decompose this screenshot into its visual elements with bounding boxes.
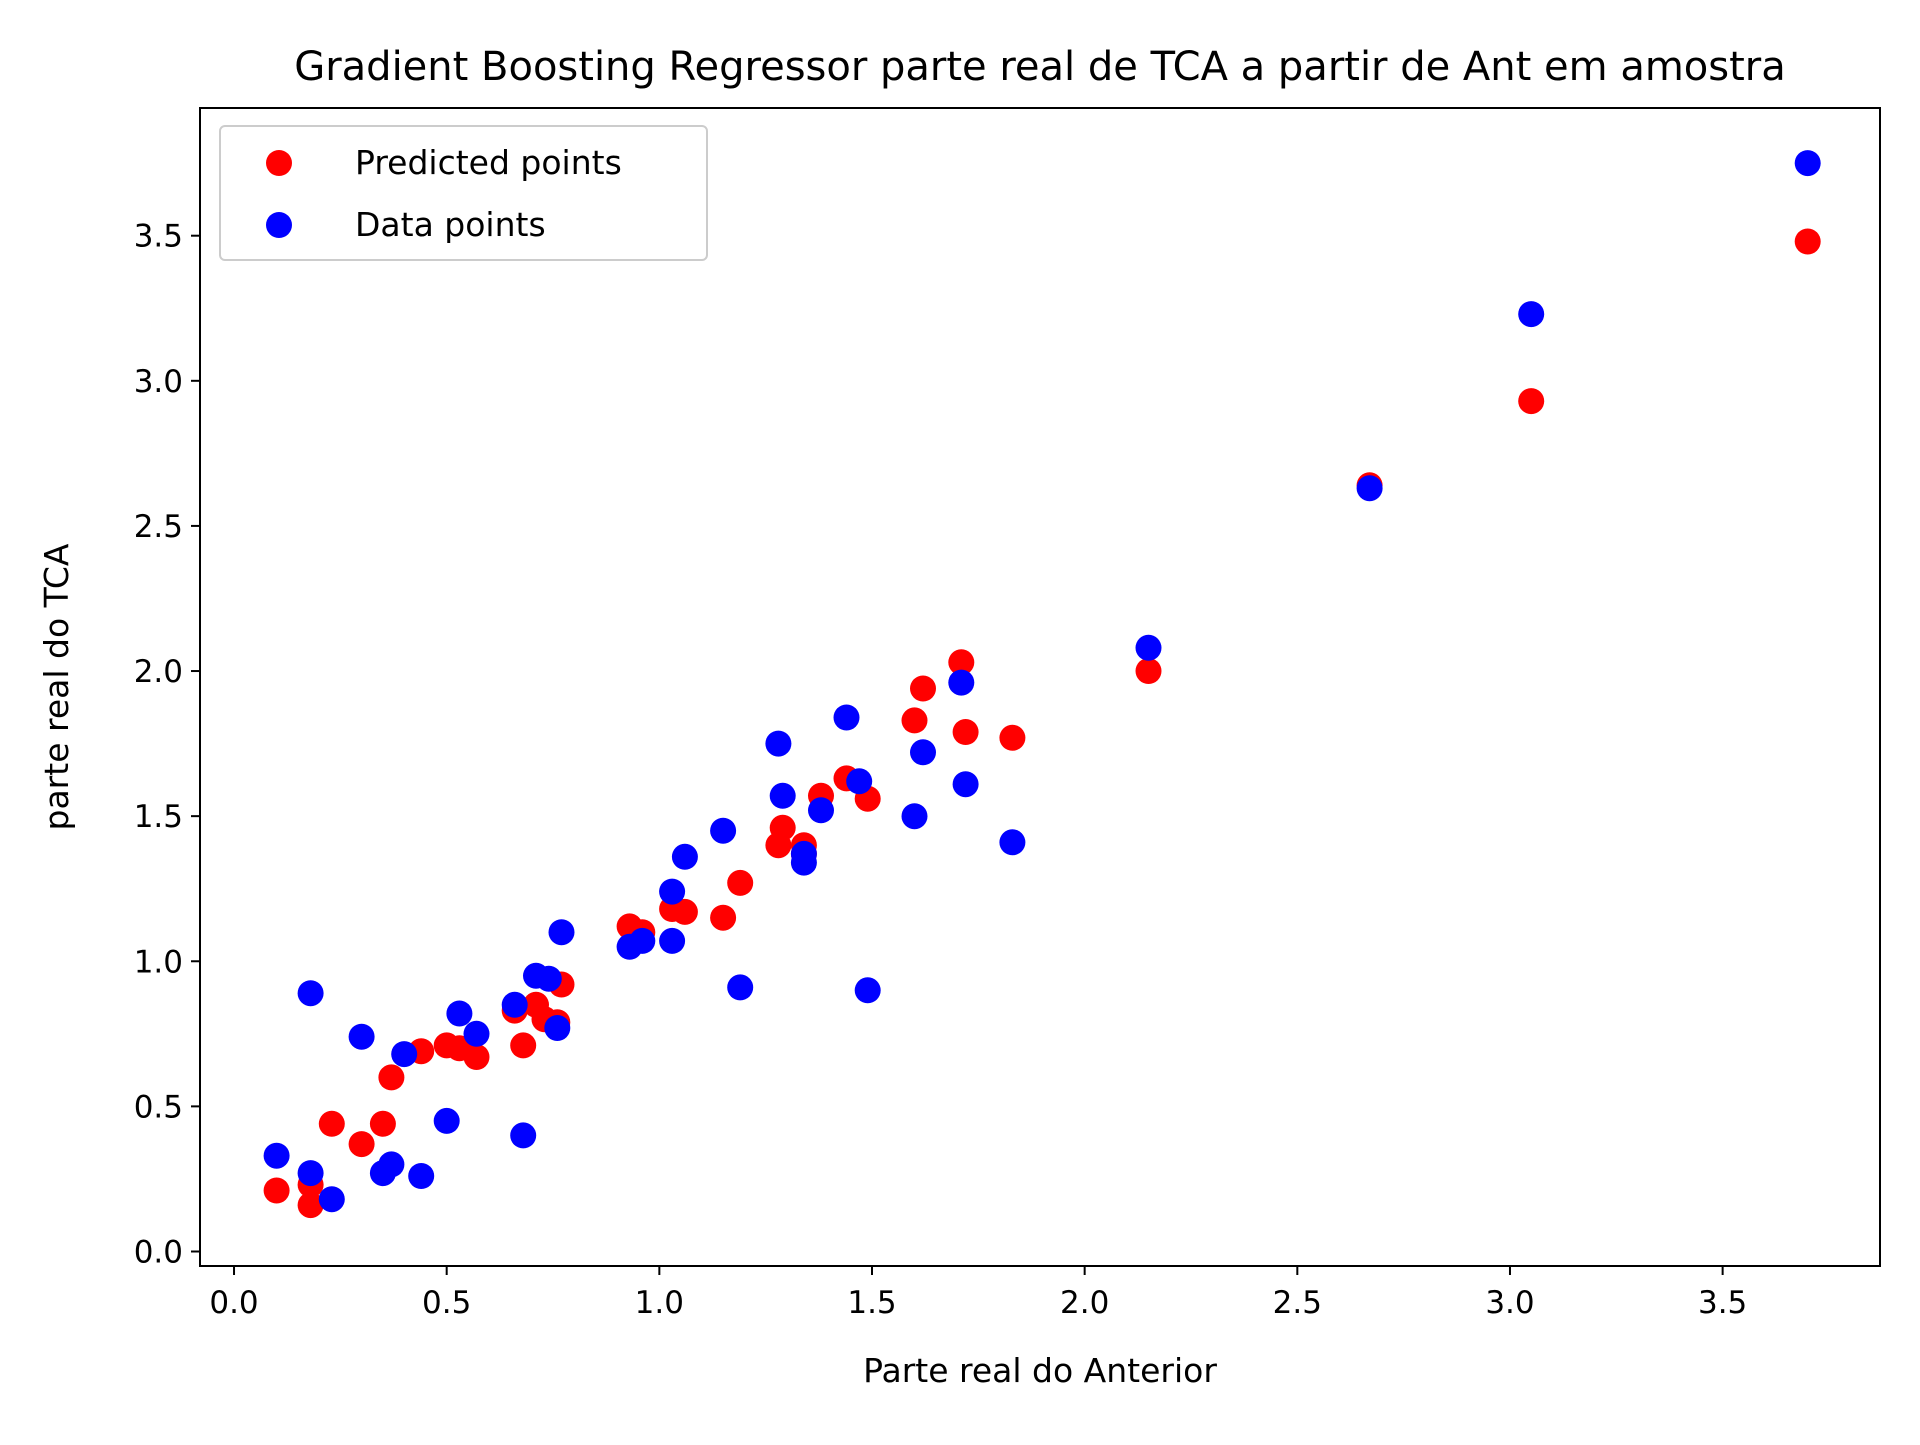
point-data [297,1160,324,1187]
point-predicted [463,1044,490,1070]
y-tick-label: 2.5 [134,509,183,545]
point-data [727,974,754,1001]
x-tick-label: 0.5 [422,1285,471,1321]
point-data [408,1163,435,1189]
point-predicted [769,814,796,841]
point-data [765,730,792,757]
point-data [901,803,928,830]
y-tick-label: 0.5 [134,1089,183,1125]
point-data [263,1142,290,1169]
point-data [659,927,686,954]
x-axis-label: Parte real do Anterior [863,1351,1217,1390]
point-data [790,840,817,867]
y-tick-label: 3.5 [134,219,183,255]
point-data [535,965,562,992]
point-data [463,1020,490,1047]
x-axis: 0.0 0.5 1.0 1.5 2.0 2.5 3.0 3.5 [209,1266,1747,1321]
point-predicted [510,1032,537,1059]
point-data [446,1000,473,1027]
point-data [510,1122,537,1149]
point-data [854,977,881,1004]
x-tick-label: 0.0 [209,1285,258,1321]
point-data [544,1015,571,1041]
point-predicted [948,649,975,676]
x-tick-label: 3.0 [1485,1285,1534,1321]
legend-marker-data [266,212,292,238]
point-predicted [710,904,737,931]
y-tick-label: 1.0 [134,944,183,980]
x-tick-label: 1.5 [847,1285,896,1321]
point-predicted [1135,658,1162,684]
point-data [671,843,698,870]
point-data [348,1023,375,1050]
y-tick-label: 2.0 [134,654,183,690]
point-predicted [901,707,928,734]
point-predicted [999,724,1026,751]
x-tick-label: 2.0 [1060,1285,1109,1321]
point-data [378,1151,405,1178]
point-data [1794,150,1821,177]
point-data [910,739,936,766]
y-tick-label: 0.0 [134,1234,183,1270]
point-predicted [910,675,936,702]
point-data [833,704,860,731]
point-predicted [671,898,698,925]
point-data [710,817,737,844]
point-predicted [378,1064,405,1091]
chart-title: Gradient Boosting Regressor parte real d… [294,44,1786,90]
legend: Predicted points Data points [219,125,708,261]
x-tick-label: 1.0 [635,1285,684,1321]
points-layer [263,150,1821,1219]
point-predicted [348,1131,375,1158]
x-tick-label: 3.5 [1698,1285,1747,1321]
point-predicted [1518,388,1545,415]
y-tick-label: 1.5 [134,799,183,835]
legend-box [219,125,708,261]
point-data [808,797,834,824]
point-data [769,782,796,809]
point-predicted [318,1110,345,1137]
point-data [948,669,975,696]
point-data [318,1186,345,1213]
legend-label-data: Data points [355,205,546,244]
y-tick-label: 3.0 [134,364,183,400]
point-predicted [263,1177,290,1204]
point-predicted [297,1192,324,1219]
point-data [1518,301,1545,328]
x-tick-label: 2.5 [1273,1285,1322,1321]
point-predicted [369,1110,396,1137]
y-axis: 0.0 0.5 1.0 1.5 2.0 2.5 3.0 3.5 [134,219,200,1270]
point-predicted [952,719,979,745]
y-axis-label: parte real do TCA [37,543,76,830]
point-data [999,829,1026,856]
legend-marker-predicted [266,150,292,176]
point-data [1135,634,1162,661]
point-predicted [1794,228,1821,255]
plot-frame [199,107,1881,1267]
point-data [659,878,686,905]
point-data [433,1107,460,1134]
point-data [952,771,979,798]
point-data [629,927,656,954]
point-data [846,768,873,795]
point-data [297,980,324,1007]
point-data [391,1041,418,1068]
point-data [1356,475,1383,502]
point-predicted [727,869,754,896]
point-data [501,991,528,1018]
legend-label-predicted: Predicted points [355,143,622,182]
point-data [548,919,575,946]
